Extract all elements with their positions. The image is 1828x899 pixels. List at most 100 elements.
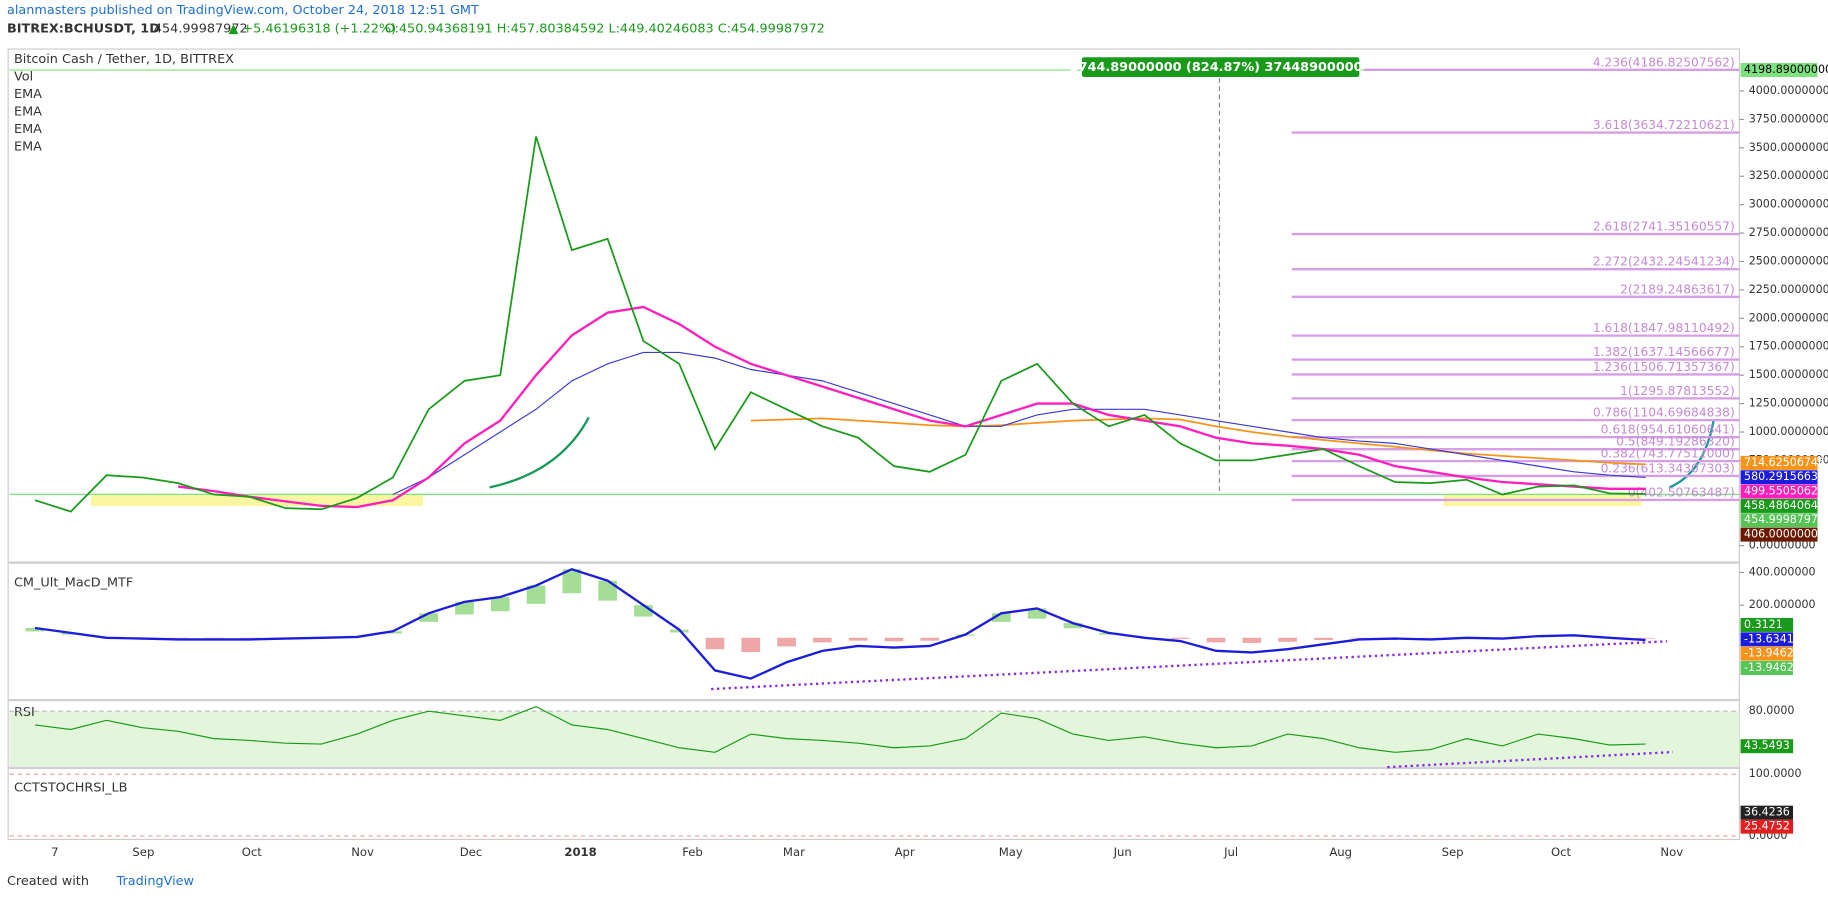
stoch-badge-bg	[1740, 805, 1794, 820]
x-tick-label: Dec	[460, 845, 483, 859]
ema-orange	[750, 417, 1646, 466]
arrow	[489, 416, 590, 489]
price-badge-bg	[1740, 527, 1818, 542]
stoch-badge-bg	[1740, 819, 1794, 834]
trend-line	[711, 640, 1668, 691]
macd-histogram	[813, 637, 832, 643]
macd-histogram	[920, 637, 940, 641]
macd-histogram	[634, 605, 653, 617]
macd-histogram	[1242, 637, 1262, 643]
rsi-line	[34, 706, 1646, 753]
macd-histogram	[777, 637, 796, 647]
macd-histogram	[1278, 637, 1297, 642]
fib-label: 4.236(4186.82507562)	[1593, 55, 1735, 69]
price-badge: 458.48640649	[1744, 499, 1825, 512]
macd-histogram	[991, 613, 1011, 622]
price-badge-bg	[1740, 455, 1818, 470]
macd-badge: -13.9462	[1744, 647, 1794, 660]
measure-box	[1081, 57, 1360, 78]
x-tick-label: Mar	[783, 845, 805, 859]
x-tick-label: Aug	[1329, 845, 1352, 859]
price-badge: 714.62506746	[1744, 456, 1825, 469]
indicator-label: Vol	[14, 70, 33, 85]
x-tick-label: Jul	[1223, 845, 1238, 859]
macd-badge: 0.3121	[1744, 618, 1783, 631]
y-tick-label: 1500.00000000	[1749, 368, 1828, 381]
indicator-label: EMA	[14, 104, 42, 119]
top-badge: 4198.89000000	[1744, 63, 1828, 76]
price-badge-bg	[1740, 470, 1818, 485]
price-line	[34, 136, 1646, 513]
macd-title: CM_Ult_MacD_MTF	[14, 575, 133, 590]
ema-blue	[392, 351, 1646, 496]
price-badge: 499.55050624	[1744, 485, 1825, 498]
fib-label: 0.5(849.19286320)	[1616, 435, 1735, 449]
macd-histogram	[204, 637, 224, 639]
x-tick-label: Oct	[1551, 845, 1572, 859]
x-tick-label: Sep	[1442, 845, 1464, 859]
macd-histogram	[1421, 637, 1441, 639]
y-tick-label: 1750.00000000	[1749, 340, 1828, 353]
footer-created: Created with	[7, 874, 89, 889]
macd-histogram	[705, 637, 725, 650]
measure-label: 3744.89000000 (824.87%) 374489000000	[1070, 60, 1372, 75]
main-pane	[7, 48, 1740, 563]
change: ▲ +5.46196318 (+1.22%)	[229, 22, 397, 37]
macd-histogram	[25, 627, 45, 632]
y-tick-label: 1000.00000000	[1749, 425, 1828, 438]
y-tick-label: 3000.00000000	[1749, 198, 1828, 211]
macd-histogram	[1170, 637, 1190, 639]
macd-histogram	[419, 613, 438, 622]
macd-histogram	[526, 585, 546, 604]
rsi-band	[9, 711, 1740, 767]
macd-badge-bg	[1740, 632, 1794, 647]
y-tick-label: 0.00000000	[1749, 539, 1816, 552]
fib-label: 2.618(2741.35160557)	[1593, 220, 1735, 234]
x-tick-label: Feb	[682, 845, 703, 859]
rsi-badge: 43.5493	[1744, 739, 1790, 752]
price-badge-bg	[1740, 484, 1818, 499]
macd-histogram	[598, 580, 617, 601]
macd-histogram	[490, 596, 510, 612]
x-tick-label: Jun	[1113, 845, 1132, 859]
fib-label: 1(1295.87813552)	[1620, 384, 1735, 398]
y-tick-label: 400.000000	[1749, 565, 1816, 578]
y-tick-label: 2750.00000000	[1749, 226, 1828, 239]
macd-badge-bg	[1740, 646, 1794, 661]
indicator-label: EMA	[14, 122, 42, 137]
macd-histogram	[168, 637, 188, 639]
fib-label: 0(402.50763487)	[1628, 485, 1735, 499]
y-tick-label: 2250.00000000	[1749, 283, 1828, 296]
x-tick-label: Oct	[242, 845, 263, 859]
ohlc: O:450.94368191 H:457.80384592 L:449.4024…	[385, 22, 825, 37]
stoch-title: CCTSTOCHRSI_LB	[14, 781, 128, 796]
fib-label: 2.272(2432.24541234)	[1593, 255, 1735, 269]
x-tick-label: May	[999, 845, 1023, 859]
y-tick-label: 4000.00000000	[1749, 84, 1828, 97]
y-tick-label: 2000.00000000	[1749, 311, 1828, 324]
fib-label: 1.618(1847.98110492)	[1593, 321, 1735, 335]
y-tick-label: 3250.00000000	[1749, 169, 1828, 182]
last-price: 454.99987972	[154, 22, 248, 37]
price-badge: 454.99987972	[1744, 513, 1825, 526]
footer-brand[interactable]: TradingView	[116, 874, 194, 889]
macd-histogram	[1063, 623, 1083, 629]
trend-line	[1387, 750, 1674, 769]
fib-label: 2(2189.24863617)	[1620, 282, 1735, 296]
publisher: alanmasters published on TradingView.com…	[7, 3, 479, 18]
x-tick-label: 2018	[564, 845, 596, 859]
x-tick-label: Nov	[351, 845, 374, 859]
price-badge-bg	[1740, 513, 1818, 528]
x-tick-label: Nov	[1660, 845, 1683, 859]
macd-histogram	[1349, 637, 1369, 639]
stoch-pane	[7, 767, 1740, 841]
macd-badge-bg	[1740, 660, 1794, 675]
macd-histogram	[848, 637, 868, 641]
fib-label: 3.618(3634.72210621)	[1593, 118, 1735, 132]
price-badge: 580.29156639	[1744, 470, 1825, 483]
x-tick-label: Sep	[132, 845, 154, 859]
macd-histogram	[1027, 608, 1047, 619]
y-tick-label: 1250.00000000	[1749, 397, 1828, 410]
macd-line	[34, 567, 1646, 680]
price-badge-bg	[1740, 498, 1818, 513]
